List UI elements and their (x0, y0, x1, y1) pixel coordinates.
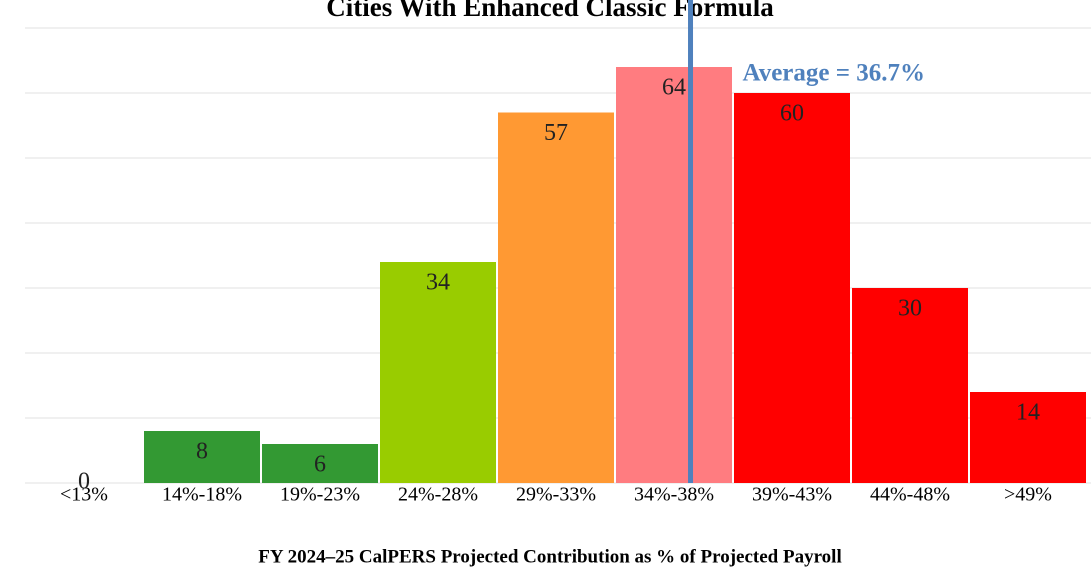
x-tick-label: 14%-18% (162, 484, 242, 506)
chart-title: Cities With Enhanced Classic Formula (326, 0, 774, 22)
x-tick-label: <13% (60, 484, 108, 506)
value-label: 64 (662, 75, 686, 101)
bar (380, 262, 496, 483)
x-tick-label: >49% (1004, 484, 1052, 506)
bar (852, 288, 968, 483)
value-label: 14 (1016, 400, 1040, 426)
x-tick-label: 19%-23% (280, 484, 360, 506)
x-tick-label: 44%-48% (870, 484, 950, 506)
x-tick-label: 24%-28% (398, 484, 478, 506)
bar (970, 392, 1086, 483)
value-label: 57 (544, 120, 568, 146)
value-label: 0 (78, 469, 90, 495)
x-tick-label: 34%-38% (634, 484, 714, 506)
bar (144, 431, 260, 483)
x-axis-label: FY 2024–25 CalPERS Projected Contributio… (258, 546, 841, 567)
bar (498, 112, 614, 483)
bar (734, 93, 850, 483)
x-tick-label: 39%-43% (752, 484, 832, 506)
bar (616, 67, 732, 483)
average-label: Average = 36.7% (743, 60, 925, 87)
value-label: 30 (898, 296, 922, 322)
value-label: 6 (314, 452, 326, 478)
value-label: 34 (426, 270, 450, 296)
bar (262, 444, 378, 483)
x-tick-label: 29%-33% (516, 484, 596, 506)
value-label: 60 (780, 101, 804, 127)
value-label: 8 (196, 439, 208, 465)
